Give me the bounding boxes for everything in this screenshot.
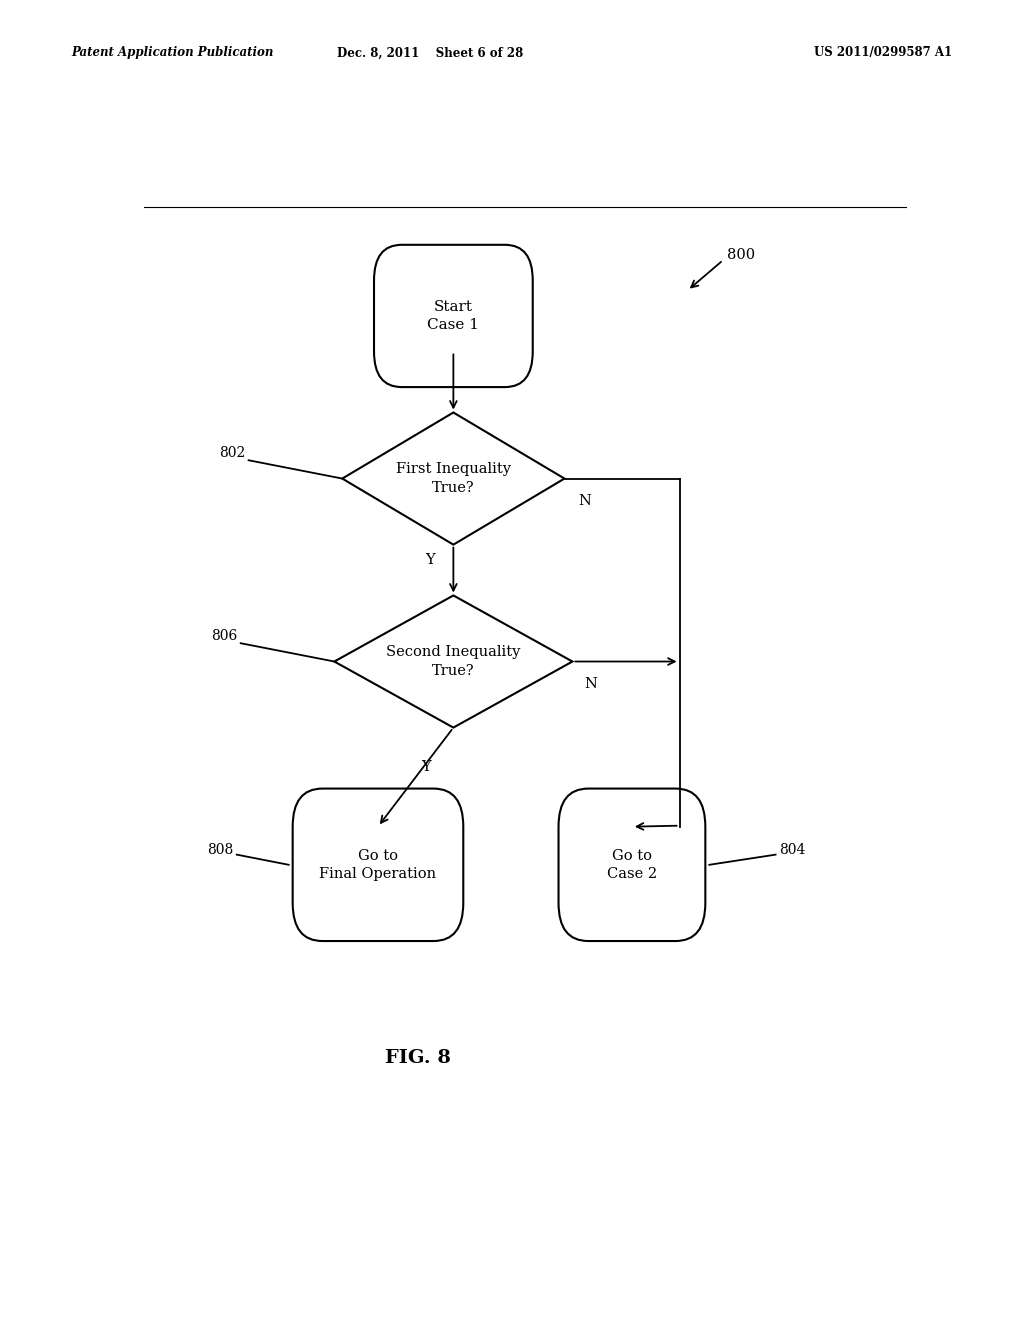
Text: N: N bbox=[585, 677, 597, 690]
Text: Go to
Case 2: Go to Case 2 bbox=[607, 849, 657, 880]
Text: FIG. 8: FIG. 8 bbox=[385, 1049, 451, 1067]
FancyBboxPatch shape bbox=[374, 244, 532, 387]
Text: 804: 804 bbox=[778, 842, 805, 857]
Text: Second Inequality
True?: Second Inequality True? bbox=[386, 645, 520, 677]
Polygon shape bbox=[342, 412, 564, 545]
Text: Y: Y bbox=[421, 760, 430, 774]
Text: Y: Y bbox=[425, 553, 434, 566]
Text: Go to
Final Operation: Go to Final Operation bbox=[319, 849, 436, 880]
FancyBboxPatch shape bbox=[293, 788, 463, 941]
Polygon shape bbox=[334, 595, 572, 727]
Text: First Inequality
True?: First Inequality True? bbox=[396, 462, 511, 495]
Text: Start
Case 1: Start Case 1 bbox=[427, 300, 479, 333]
Text: 800: 800 bbox=[727, 248, 756, 261]
Text: 808: 808 bbox=[207, 842, 233, 857]
Text: Dec. 8, 2011    Sheet 6 of 28: Dec. 8, 2011 Sheet 6 of 28 bbox=[337, 46, 523, 59]
Text: US 2011/0299587 A1: US 2011/0299587 A1 bbox=[814, 46, 952, 59]
Text: 802: 802 bbox=[219, 446, 246, 461]
Text: N: N bbox=[579, 494, 592, 508]
Text: 806: 806 bbox=[211, 630, 238, 643]
FancyBboxPatch shape bbox=[558, 788, 706, 941]
Text: Patent Application Publication: Patent Application Publication bbox=[72, 46, 274, 59]
